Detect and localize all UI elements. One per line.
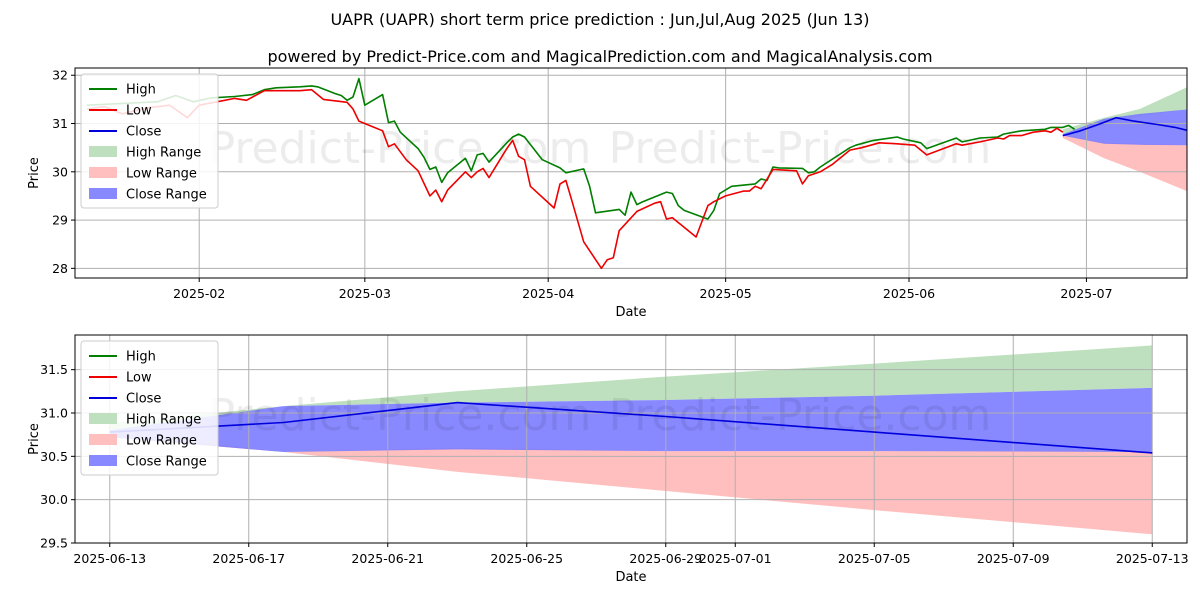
historical-panel: Predict-Price.com Predict-Price.com2025-0… <box>27 67 1188 320</box>
low-range-area <box>1062 134 1187 192</box>
low-line <box>86 88 1064 270</box>
chart-subtitle: powered by Predict-Price.com and Magical… <box>267 47 932 66</box>
y-tick-label: 29.5 <box>40 536 68 551</box>
x-tick-label: 2025-06-17 <box>212 551 285 566</box>
y-tick-label: 28 <box>52 261 68 276</box>
high-range-area <box>109 345 1153 433</box>
y-tick-label: 31.0 <box>40 406 68 421</box>
x-tick-label: 2025-06-25 <box>490 551 563 566</box>
x-tick-label: 2025-07-09 <box>977 551 1050 566</box>
legend-swatch-close-range <box>89 188 117 199</box>
legend-label-high: High <box>126 83 156 98</box>
watermark: Predict-Price.com <box>209 390 592 441</box>
legend-swatch-high-range <box>89 146 117 157</box>
legend: High Low Close High Range Low Range Close Ran… <box>80 340 219 476</box>
y-tick-label: 31.5 <box>40 362 68 377</box>
chart-title: UAPR (UAPR) short term price prediction … <box>330 10 869 29</box>
legend-swatch-close-range <box>89 455 117 466</box>
y-axis-label: Price <box>27 157 42 189</box>
x-axis-label: Date <box>615 305 646 320</box>
y-tick-label: 30.5 <box>40 449 68 464</box>
y-tick-label: 31 <box>52 116 68 131</box>
close-line <box>1062 116 1188 137</box>
legend: High Low Close High Range Low Range Close Ran… <box>80 73 219 209</box>
y-axis-label: Price <box>27 423 42 455</box>
legend-label-low-range: Low Range <box>126 434 197 449</box>
legend-label-high-range: High Range <box>126 146 201 161</box>
close-line <box>109 401 1153 454</box>
x-tick-label: 2025-02 <box>173 286 225 301</box>
y-tick-label: 29 <box>52 213 68 228</box>
close-range-area <box>109 387 1153 452</box>
legend-label-low-range: Low Range <box>126 167 197 182</box>
x-tick-label: 2025-07-01 <box>699 551 772 566</box>
legend-swatch-low-range <box>89 434 117 445</box>
legend-swatch-low-range <box>89 167 117 178</box>
watermark: Predict-Price.com <box>609 390 992 441</box>
legend-swatch-high-range <box>89 413 117 424</box>
close-range-area <box>1062 109 1187 146</box>
watermark: Predict-Price.com <box>609 123 992 174</box>
legend-label-low: Low <box>126 104 152 119</box>
x-tick-label: 2025-04 <box>522 286 574 301</box>
high-range-area <box>1062 87 1187 135</box>
prediction-panel: Predict-Price.com Predict-Price.com 2025-0… <box>27 334 1189 585</box>
x-axis-label: Date <box>615 570 646 585</box>
y-tick-label: 32 <box>52 68 68 83</box>
y-tick-label: 30.0 <box>40 492 68 507</box>
x-tick-label: 2025-06-29 <box>629 551 702 566</box>
x-tick-label: 2025-07-13 <box>1116 551 1189 566</box>
low-range-area <box>109 432 1153 535</box>
legend-label-close-range: Close Range <box>126 455 207 470</box>
legend-label-high: High <box>126 350 156 365</box>
plot-frame <box>74 67 1188 279</box>
legend-label-high-range: High Range <box>126 413 201 428</box>
legend-label-low: Low <box>126 371 152 386</box>
legend-label-close: Close <box>126 392 161 407</box>
x-tick-label: 2025-07-05 <box>838 551 911 566</box>
x-tick-label: 2025-05 <box>700 286 752 301</box>
plot-frame <box>74 334 1188 544</box>
legend-label-close: Close <box>126 125 161 140</box>
x-tick-label: 2025-03 <box>339 286 391 301</box>
y-tick-label: 30 <box>52 164 68 179</box>
x-tick-label: 2025-06 <box>883 286 935 301</box>
legend-label-close-range: Close Range <box>126 188 207 203</box>
high-line <box>86 77 1076 220</box>
x-tick-label: 2025-06-21 <box>351 551 424 566</box>
x-tick-label: 2025-06-13 <box>73 551 146 566</box>
x-tick-label: 2025-07 <box>1060 286 1112 301</box>
